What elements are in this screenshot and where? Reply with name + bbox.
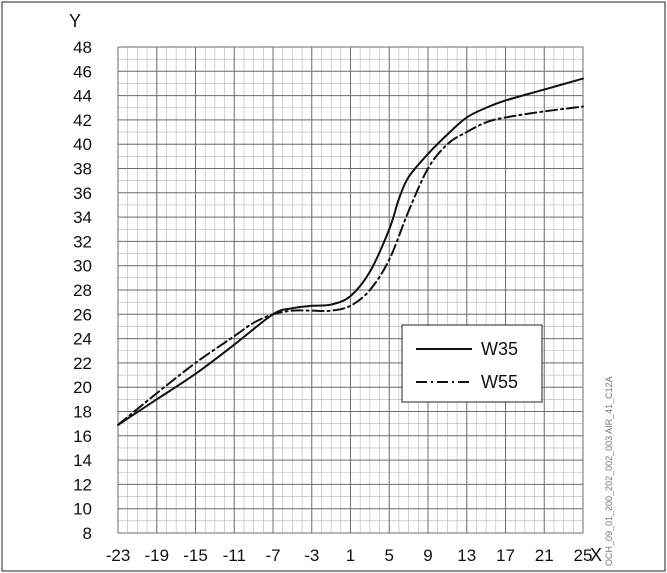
y-tick-label: 48 <box>73 38 92 57</box>
series-line-w55 <box>117 105 584 426</box>
y-tick-label: 12 <box>73 475 92 494</box>
x-tick-label: -7 <box>265 546 280 565</box>
y-tick-label: 26 <box>73 305 92 324</box>
legend: W35 W55 <box>401 324 543 403</box>
x-tick-label: -23 <box>106 546 131 565</box>
legend-label-w35: W35 <box>481 339 518 359</box>
y-tick-label: 28 <box>73 281 92 300</box>
x-axis-label: X <box>590 545 602 565</box>
x-tick-label: -15 <box>183 546 208 565</box>
series-line-w35 <box>117 77 584 426</box>
x-tick-label: -19 <box>144 546 169 565</box>
x-tick-label: 13 <box>457 546 476 565</box>
y-tick-label: 30 <box>73 257 92 276</box>
y-tick-label: 44 <box>73 87 92 106</box>
y-tick-label: 22 <box>73 354 92 373</box>
y-tick-label: 36 <box>73 184 92 203</box>
legend-box <box>401 324 543 403</box>
x-tick-label: 5 <box>385 546 394 565</box>
major-grid <box>117 46 584 534</box>
x-tick-label: 17 <box>496 546 515 565</box>
y-tick-label: 8 <box>83 524 92 543</box>
side-code: OCH_09_01_200_202_002_003 AIR_41_C12A <box>604 376 614 566</box>
y-tick-label: 18 <box>73 403 92 422</box>
series-layer <box>117 77 584 426</box>
y-tick-label: 10 <box>73 500 92 519</box>
y-tick-label: 42 <box>73 111 92 130</box>
y-tick-label: 20 <box>73 378 92 397</box>
y-tick-label: 24 <box>73 330 92 349</box>
x-tick-label: -11 <box>223 546 246 565</box>
x-tick-label: -3 <box>304 546 319 565</box>
x-tick-label: 9 <box>423 546 432 565</box>
y-tick-label: 32 <box>73 232 92 251</box>
y-tick-label: 16 <box>73 427 92 446</box>
y-axis-label: Y <box>69 11 81 31</box>
tick-labels: -23 -19 -15 -11 -7 -3 1 5 9 13 17 21 25 8 10 12 14 16 18 20… <box>73 38 592 565</box>
y-tick-label: 40 <box>73 135 92 154</box>
legend-label-w55: W55 <box>481 372 518 392</box>
y-tick-label: 38 <box>73 160 92 179</box>
x-tick-label: 1 <box>346 546 355 565</box>
y-tick-label: 34 <box>73 208 92 227</box>
y-tick-label: 14 <box>73 451 92 470</box>
x-tick-label: 25 <box>574 546 593 565</box>
y-tick-label: 46 <box>73 62 92 81</box>
x-tick-label: 21 <box>535 546 554 565</box>
